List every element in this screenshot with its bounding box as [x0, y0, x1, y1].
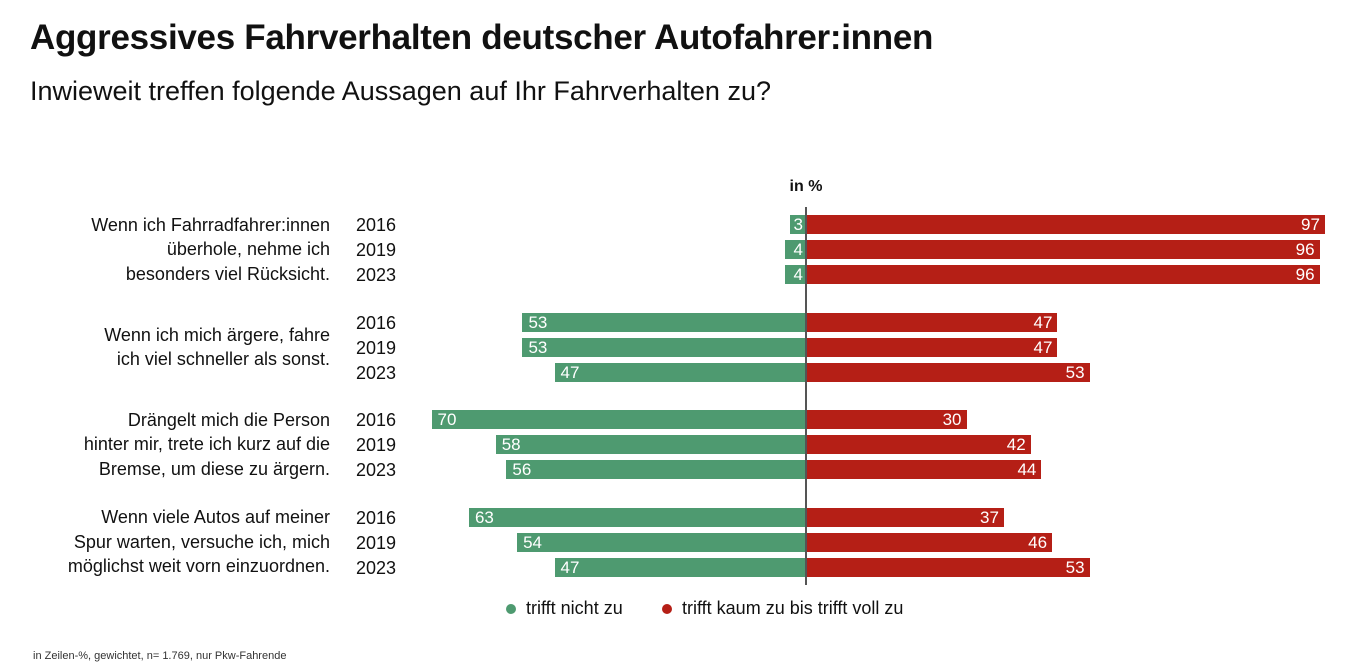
year-label: 2023 — [356, 460, 397, 480]
bar-trifft-nicht-zu: 53 — [522, 312, 806, 332]
bar-trifft-nicht-zu: 4 — [784, 265, 806, 284]
bar-trifft-zu: 47 — [806, 337, 1058, 357]
legend-dot-negative — [506, 603, 516, 614]
year-label: 2019 — [356, 435, 397, 455]
year-label: 2016 — [356, 410, 397, 430]
bar-trifft-zu: 46 — [806, 532, 1053, 552]
year-label: 2016 — [356, 507, 397, 528]
bar-trifft-nicht-zu: 47 — [554, 557, 806, 577]
value-label-trifft-zu: 96 — [1295, 240, 1315, 259]
chart-title: Aggressives Fahrverhalten deutscher Auto… — [30, 18, 934, 57]
value-label-trifft-nicht-zu: 4 — [793, 265, 803, 284]
legend-label-positive: trifft kaum zu bis trifft voll zu — [682, 598, 904, 618]
question-label: Wenn ich Fahrradfahrer:innen überhole, n… — [91, 214, 330, 284]
year-label: 2019 — [356, 240, 397, 260]
year-label: 2023 — [356, 557, 397, 578]
bar-trifft-nicht-zu: 56 — [506, 460, 806, 479]
bar-trifft-nicht-zu: 53 — [522, 337, 806, 357]
bar-trifft-zu: 30 — [806, 410, 967, 429]
zero-axis-line — [805, 207, 807, 585]
value-label-trifft-zu: 47 — [1033, 337, 1053, 357]
value-label-trifft-zu: 44 — [1017, 460, 1037, 479]
value-label-trifft-zu: 97 — [1301, 215, 1320, 234]
legend-item-negative: trifft nicht zu — [506, 598, 623, 619]
bar-trifft-nicht-zu: 47 — [554, 362, 806, 382]
bar-trifft-nicht-zu: 70 — [431, 410, 806, 429]
year-label: 2023 — [356, 265, 397, 285]
value-label-trifft-nicht-zu: 3 — [793, 215, 803, 234]
value-label-trifft-nicht-zu: 53 — [528, 312, 548, 332]
value-label-trifft-zu: 46 — [1028, 532, 1048, 552]
question-label: Wenn ich mich ärgere, fahre ich viel sch… — [104, 324, 330, 370]
value-label-trifft-nicht-zu: 56 — [512, 460, 532, 479]
value-label-trifft-nicht-zu: 47 — [560, 557, 580, 577]
value-label-trifft-zu: 96 — [1295, 265, 1315, 284]
question-label: Drängelt mich die Person hinter mir, tre… — [83, 409, 330, 479]
bar-trifft-zu: 53 — [806, 557, 1090, 577]
year-label: 2023 — [356, 362, 397, 383]
bar-trifft-zu: 53 — [806, 362, 1090, 382]
bar-trifft-zu: 96 — [806, 240, 1320, 259]
value-label-trifft-zu: 47 — [1033, 312, 1053, 332]
value-label-trifft-nicht-zu: 53 — [528, 337, 548, 357]
value-label-trifft-nicht-zu: 47 — [560, 362, 580, 382]
chart-subtitle: Inwieweit treffen folgende Aussagen auf … — [30, 76, 771, 106]
value-label-trifft-nicht-zu: 70 — [437, 410, 457, 429]
bar-trifft-zu: 97 — [806, 215, 1325, 234]
footnote: in Zeilen-%, gewichtet, n= 1.769, nur Pk… — [33, 650, 287, 662]
question-label: Wenn viele Autos auf meiner Spur warten,… — [67, 507, 330, 577]
bar-trifft-zu: 96 — [806, 265, 1320, 284]
value-label-trifft-nicht-zu: 4 — [793, 240, 803, 259]
bar-trifft-zu: 42 — [806, 435, 1031, 454]
year-label: 2019 — [356, 532, 397, 553]
legend-dot-positive — [662, 603, 672, 614]
value-label-trifft-zu: 53 — [1065, 362, 1085, 382]
bar-trifft-zu: 37 — [806, 507, 1004, 527]
year-label: 2019 — [356, 337, 397, 358]
legend-label-negative: trifft nicht zu — [526, 598, 623, 618]
value-label-trifft-zu: 30 — [942, 410, 962, 429]
year-label: 2016 — [356, 312, 397, 333]
bar-trifft-nicht-zu: 63 — [468, 507, 806, 527]
value-label-trifft-zu: 42 — [1006, 435, 1026, 454]
value-label-trifft-nicht-zu: 63 — [474, 507, 494, 527]
bar-trifft-nicht-zu: 3 — [789, 215, 806, 234]
bar-trifft-zu: 44 — [806, 460, 1042, 479]
legend-item-positive: trifft kaum zu bis trifft voll zu — [662, 598, 903, 619]
value-label-trifft-nicht-zu: 58 — [501, 435, 521, 454]
unit-label: in % — [789, 178, 823, 195]
value-label-trifft-nicht-zu: 54 — [523, 532, 543, 552]
value-label-trifft-zu: 37 — [980, 507, 999, 527]
bar-trifft-nicht-zu: 58 — [495, 435, 806, 454]
bar-trifft-nicht-zu: 54 — [517, 532, 806, 552]
year-label: 2016 — [356, 215, 397, 235]
bar-trifft-nicht-zu: 4 — [784, 240, 806, 259]
bar-trifft-zu: 47 — [806, 312, 1058, 332]
value-label-trifft-zu: 53 — [1065, 557, 1085, 577]
